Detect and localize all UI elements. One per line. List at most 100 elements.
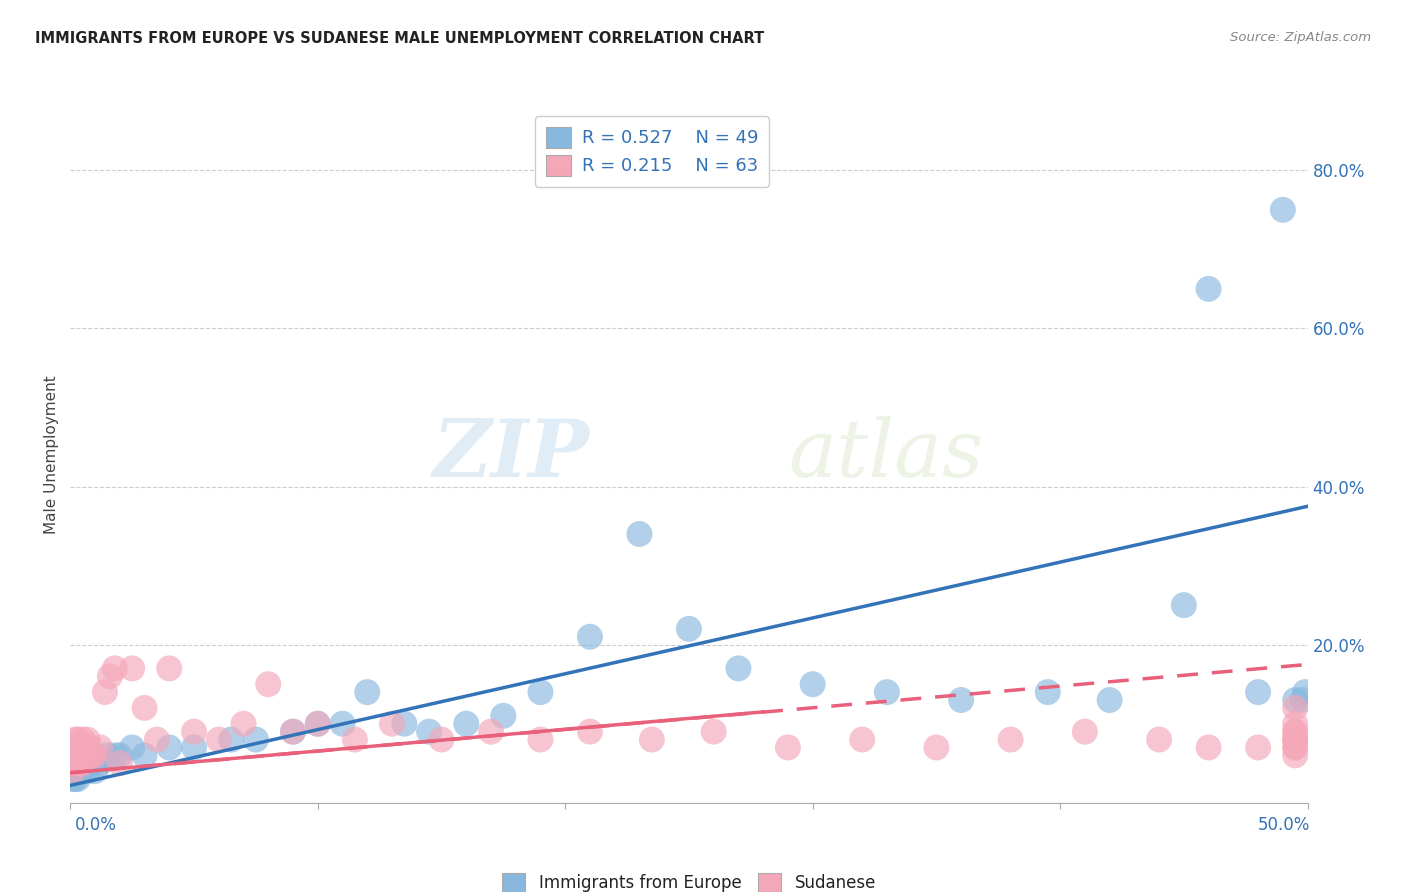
Point <box>65 772 87 786</box>
Point <box>219 732 242 747</box>
Point <box>1247 740 1270 755</box>
Point <box>703 724 725 739</box>
Point <box>146 732 169 747</box>
Point <box>108 756 131 771</box>
Point <box>66 772 89 786</box>
Point <box>183 740 205 755</box>
Point <box>69 764 91 779</box>
Point <box>94 685 117 699</box>
Point <box>1284 740 1306 755</box>
Point <box>62 764 84 779</box>
Point <box>75 756 97 771</box>
Point <box>69 756 91 771</box>
Point <box>76 732 98 747</box>
Point <box>1098 693 1121 707</box>
Point <box>1284 740 1306 755</box>
Point <box>108 748 131 763</box>
Point <box>430 732 453 747</box>
Point <box>66 748 89 763</box>
Point <box>1294 685 1316 699</box>
Point <box>72 756 94 771</box>
Point <box>134 701 156 715</box>
Text: ZIP: ZIP <box>433 417 591 493</box>
Point <box>89 756 111 771</box>
Point <box>79 756 101 771</box>
Point <box>76 748 98 763</box>
Point <box>1147 732 1170 747</box>
Point <box>72 764 94 779</box>
Point <box>925 740 948 755</box>
Point <box>183 724 205 739</box>
Point <box>394 716 416 731</box>
Point <box>69 748 91 763</box>
Point <box>75 748 97 763</box>
Point <box>1036 685 1059 699</box>
Point <box>157 661 180 675</box>
Point <box>79 740 101 755</box>
Point <box>66 732 89 747</box>
Point <box>381 716 404 731</box>
Point <box>727 661 749 675</box>
Text: IMMIGRANTS FROM EUROPE VS SUDANESE MALE UNEMPLOYMENT CORRELATION CHART: IMMIGRANTS FROM EUROPE VS SUDANESE MALE … <box>35 31 765 46</box>
Point <box>1271 202 1294 217</box>
Point <box>1284 732 1306 747</box>
Point <box>121 740 143 755</box>
Y-axis label: Male Unemployment: Male Unemployment <box>44 376 59 534</box>
Point <box>1247 685 1270 699</box>
Point <box>876 685 898 699</box>
Point <box>82 748 104 763</box>
Point <box>1198 282 1220 296</box>
Point <box>76 764 98 779</box>
Point <box>84 764 107 779</box>
Point <box>579 724 602 739</box>
Point <box>257 677 280 691</box>
Point <box>281 724 304 739</box>
Point <box>1000 732 1022 747</box>
Point <box>579 630 602 644</box>
Point <box>82 756 104 771</box>
Point <box>208 732 231 747</box>
Point <box>307 716 329 731</box>
Point <box>1284 724 1306 739</box>
Point <box>641 732 664 747</box>
Text: Source: ZipAtlas.com: Source: ZipAtlas.com <box>1230 31 1371 45</box>
Point <box>62 756 84 771</box>
Point <box>492 708 515 723</box>
Point <box>62 764 84 779</box>
Legend: Immigrants from Europe, Sudanese: Immigrants from Europe, Sudanese <box>495 866 883 892</box>
Point <box>1284 701 1306 715</box>
Point <box>134 748 156 763</box>
Point <box>84 748 107 763</box>
Point <box>1291 693 1313 707</box>
Text: 50.0%: 50.0% <box>1258 816 1310 834</box>
Text: 0.0%: 0.0% <box>75 816 117 834</box>
Point <box>62 740 84 755</box>
Point <box>72 732 94 747</box>
Point <box>332 716 354 731</box>
Point <box>1284 732 1306 747</box>
Point <box>65 764 87 779</box>
Point <box>529 685 551 699</box>
Point <box>69 740 91 755</box>
Point <box>281 724 304 739</box>
Point <box>851 732 873 747</box>
Point <box>950 693 973 707</box>
Point <box>96 748 118 763</box>
Point <box>245 732 267 747</box>
Point <box>307 716 329 731</box>
Point <box>65 748 87 763</box>
Point <box>65 756 87 771</box>
Point <box>479 724 502 739</box>
Point <box>1284 693 1306 707</box>
Point <box>1284 748 1306 763</box>
Point <box>104 661 127 675</box>
Point <box>456 716 478 731</box>
Point <box>104 748 127 763</box>
Point <box>72 748 94 763</box>
Point <box>678 622 700 636</box>
Point <box>628 527 651 541</box>
Point <box>1284 724 1306 739</box>
Point <box>89 740 111 755</box>
Point <box>356 685 378 699</box>
Point <box>1198 740 1220 755</box>
